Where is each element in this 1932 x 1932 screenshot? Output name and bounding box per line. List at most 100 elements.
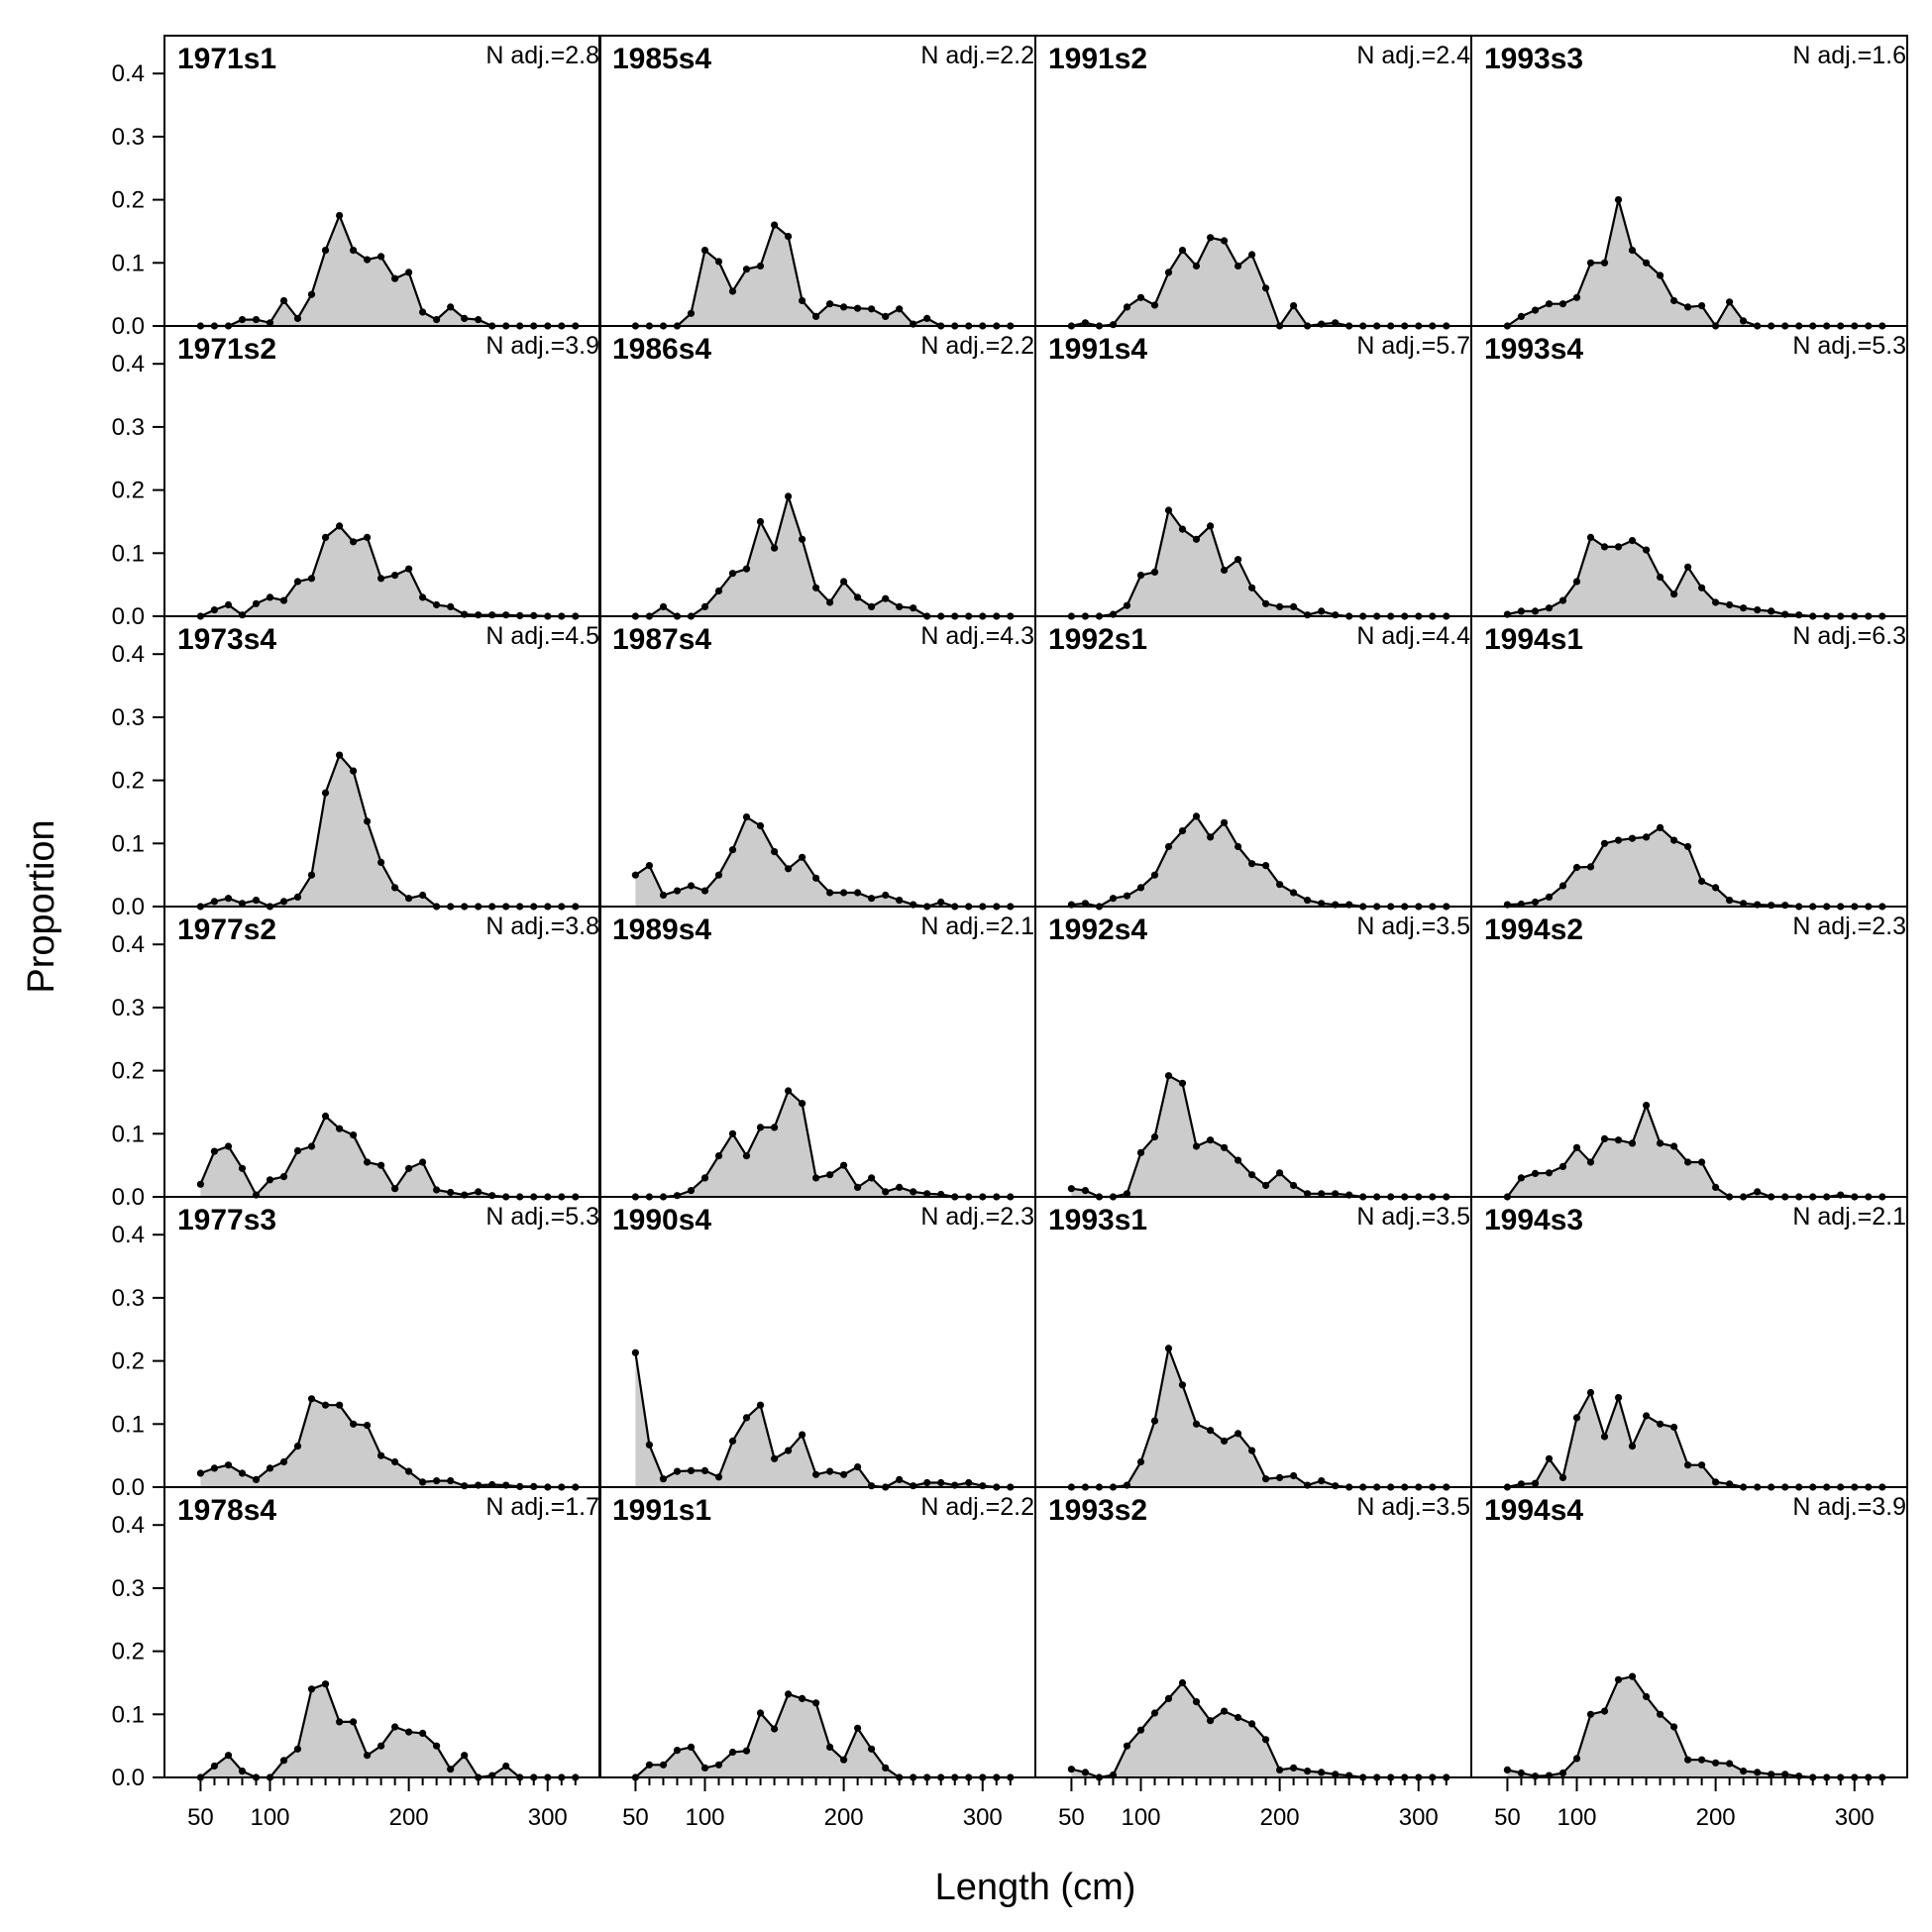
x-tick-label: 300 (963, 1804, 1003, 1831)
data-point (840, 303, 848, 311)
y-tick-label: 0.3 (112, 414, 145, 441)
data-point (742, 266, 751, 273)
data-point (868, 895, 876, 903)
panel-label: 1993s4 (1484, 333, 1583, 366)
panel-label: 1991s2 (1048, 43, 1147, 75)
data-point (405, 268, 413, 276)
data-point (1192, 1698, 1201, 1706)
data-point (364, 1422, 372, 1430)
axes-layer: 0.00.10.20.30.40.00.10.20.30.40.00.10.20… (112, 60, 1883, 1831)
x-tick-label: 200 (1260, 1804, 1300, 1831)
x-tick-label: 50 (187, 1804, 214, 1831)
data-point (1290, 1471, 1298, 1480)
data-point (1726, 298, 1734, 306)
x-tick-label: 300 (1835, 1804, 1875, 1831)
data-point (1586, 863, 1595, 871)
data-point (1332, 319, 1340, 327)
data-point (266, 1464, 274, 1472)
data-point (461, 1752, 469, 1760)
data-point (364, 817, 372, 825)
data-point (1726, 897, 1734, 905)
data-point (1332, 611, 1340, 619)
data-point (799, 1100, 806, 1108)
data-point (1657, 1139, 1664, 1147)
data-point (238, 611, 247, 619)
area-fill (200, 1683, 576, 1777)
data-point (687, 1466, 696, 1474)
panel-label: 1986s4 (612, 333, 711, 366)
y-tick-label: 0.0 (112, 1765, 145, 1791)
panel-frame (1034, 1196, 1472, 1488)
data-point (1558, 596, 1567, 604)
y-axis-row-4: 0.0 0.1 0.2 0.3 0.4 (112, 931, 164, 1211)
data-point (742, 1152, 751, 1160)
data-point (1726, 1480, 1734, 1488)
area-fill (635, 496, 1011, 616)
data-point (771, 544, 779, 552)
data-point (210, 1464, 218, 1472)
data-point (1643, 1692, 1651, 1701)
data-point (224, 1142, 233, 1150)
data-point (196, 1469, 204, 1477)
data-point (1657, 1710, 1664, 1718)
data-point (826, 1467, 834, 1475)
data-point (1768, 902, 1775, 910)
data-point (321, 1401, 330, 1409)
data-point (1643, 1102, 1651, 1110)
data-point (1698, 302, 1706, 310)
data-point (896, 1183, 904, 1191)
data-point (475, 611, 483, 619)
data-point (937, 1478, 945, 1487)
data-point (812, 1470, 820, 1478)
data-point (1164, 506, 1173, 514)
data-point (1754, 1769, 1762, 1776)
data-point (1670, 1423, 1678, 1432)
data-point (1290, 602, 1298, 611)
data-point (1262, 1181, 1270, 1190)
data-point (475, 316, 483, 324)
data-point (307, 1685, 316, 1693)
data-point (1614, 1394, 1623, 1402)
y-tick-label: 0.4 (112, 641, 145, 668)
data-point (1657, 1420, 1664, 1428)
data-point (700, 1764, 709, 1771)
area-fill (1507, 199, 1882, 326)
panel-label: 1978s4 (177, 1494, 276, 1527)
panel-label: 1993s3 (1484, 43, 1583, 75)
data-point (840, 1161, 848, 1169)
data-point (321, 247, 330, 255)
data-point (1600, 839, 1609, 847)
data-point (307, 1142, 316, 1150)
panel-n-adj: N adj.=1.7 (485, 1493, 599, 1521)
panel-label: 1992s4 (1048, 913, 1147, 946)
data-point (350, 538, 358, 546)
series-line (634, 814, 1011, 909)
data-point (447, 303, 455, 311)
panel-frame (1470, 35, 1908, 327)
data-point (1726, 1760, 1734, 1768)
data-point (1670, 836, 1678, 844)
data-point (391, 884, 399, 892)
data-point (488, 1192, 496, 1200)
data-point (364, 1158, 372, 1166)
data-point (350, 1131, 358, 1139)
data-point (266, 319, 274, 327)
data-point (1740, 604, 1748, 612)
data-point (1531, 1479, 1540, 1487)
data-point (1318, 1477, 1326, 1485)
y-tick-label: 0.4 (112, 1222, 145, 1248)
data-point (1670, 296, 1678, 305)
panel-frame (1470, 906, 1908, 1198)
data-point (1067, 1766, 1075, 1773)
data-point (728, 1748, 737, 1757)
data-point (659, 1475, 668, 1483)
data-point (937, 898, 945, 907)
data-point (771, 1725, 779, 1733)
data-point (279, 1173, 288, 1181)
area-fill (635, 225, 1011, 326)
data-point (1684, 842, 1692, 851)
data-point (714, 1761, 723, 1769)
x-tick-label: 200 (824, 1804, 864, 1831)
data-point (1614, 1675, 1623, 1683)
x-tick-label: 50 (1494, 1804, 1521, 1831)
